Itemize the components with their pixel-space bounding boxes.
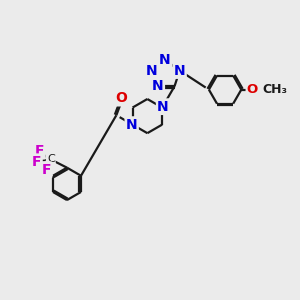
Text: N: N	[126, 118, 137, 132]
Text: N: N	[157, 100, 169, 114]
Text: F: F	[32, 155, 41, 169]
Text: C: C	[47, 154, 55, 164]
Text: F: F	[42, 163, 51, 177]
Text: N: N	[146, 64, 158, 77]
Text: N: N	[174, 64, 185, 77]
Text: O: O	[116, 91, 127, 105]
Text: O: O	[247, 83, 258, 96]
Text: CH₃: CH₃	[262, 83, 287, 96]
Text: N: N	[152, 80, 164, 93]
Text: F: F	[35, 144, 44, 158]
Text: N: N	[159, 53, 171, 67]
